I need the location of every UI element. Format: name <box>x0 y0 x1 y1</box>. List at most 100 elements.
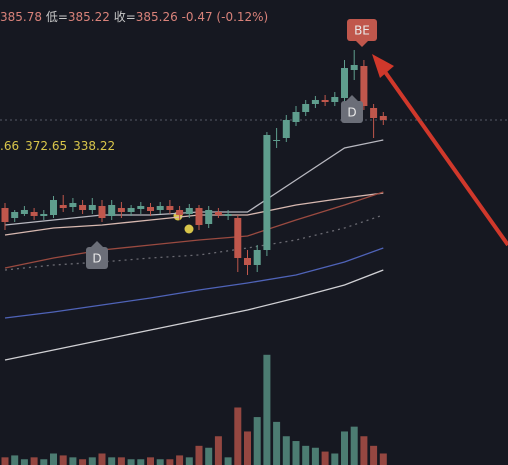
candle-body <box>30 212 38 216</box>
volume-bar <box>282 436 290 465</box>
candle-body <box>195 208 203 225</box>
volume-bar <box>350 426 358 465</box>
candle-body <box>117 208 125 212</box>
volume-bar <box>79 459 87 465</box>
volume-bar <box>379 453 387 465</box>
candle-body <box>137 206 145 209</box>
header-value: 338.22 <box>73 139 115 153</box>
candle-body <box>185 208 193 214</box>
candle-body <box>253 250 261 265</box>
candle-body <box>282 120 290 138</box>
candle-body <box>1 208 9 222</box>
candle-body <box>156 206 164 210</box>
indicator-values: .66 372.65 338.22 <box>0 139 115 153</box>
volume-bar <box>137 459 145 465</box>
header-value: 385.26 <box>136 10 178 24</box>
volume-bar <box>127 459 135 465</box>
candle-body <box>302 104 310 112</box>
candle-body <box>379 116 387 120</box>
candle-body <box>147 207 154 211</box>
volume-bar <box>253 417 261 465</box>
candle-body <box>69 203 77 207</box>
candle-body <box>205 210 213 224</box>
candle-body <box>11 212 19 218</box>
moving-average <box>4 269 384 361</box>
candle-body <box>108 205 116 216</box>
volume-bar <box>331 453 339 465</box>
header-value: .66 <box>0 139 19 153</box>
marker-label: D <box>92 252 101 266</box>
volume-bar <box>11 455 19 465</box>
volume-bar <box>224 457 232 465</box>
candle-body <box>341 68 348 98</box>
candle-body <box>273 140 281 141</box>
volume-bar <box>185 457 193 465</box>
volume-bar <box>98 453 106 465</box>
volume-bar <box>195 445 203 465</box>
volume-bar <box>176 455 184 465</box>
marker-label: D <box>347 106 356 120</box>
marker <box>86 247 108 269</box>
candle-body <box>20 210 28 214</box>
volume-bar <box>244 431 251 465</box>
moving-average <box>4 191 384 269</box>
marker <box>347 19 377 41</box>
candle-body <box>214 212 222 215</box>
candle-body <box>224 214 232 216</box>
marker <box>341 101 363 123</box>
candle-body <box>292 112 300 122</box>
volume-bar <box>40 459 48 465</box>
marker-pointer <box>356 41 368 47</box>
header-value: -0.47 (-0.12%) <box>178 10 269 24</box>
volume-bar <box>292 441 300 465</box>
volume-bar <box>263 354 271 465</box>
candle-body <box>98 206 106 218</box>
candle-body <box>88 205 96 210</box>
candle-body <box>244 258 251 265</box>
candle-body <box>79 205 87 210</box>
candle-body <box>59 205 67 208</box>
volume-bar <box>370 445 378 465</box>
volume-bar <box>30 457 38 465</box>
volume-bar <box>166 459 174 465</box>
arrow <box>376 60 508 247</box>
volume-bar <box>205 447 213 465</box>
candle-body <box>127 208 135 212</box>
volume-bar <box>69 457 77 465</box>
volume-bar <box>20 459 28 465</box>
moving-average <box>4 247 384 319</box>
volume-bar <box>302 445 310 465</box>
marker-pointer <box>346 95 358 101</box>
volume-bar <box>59 455 67 465</box>
volume-bar <box>311 447 319 465</box>
volume-bar <box>234 407 242 465</box>
candle-body <box>321 100 329 102</box>
header-value: 低= <box>42 10 68 24</box>
marker-label: BE <box>354 24 370 38</box>
candle-body <box>350 65 358 70</box>
volume-bar <box>50 453 57 465</box>
candle-body <box>234 218 242 258</box>
volume-bar <box>360 436 368 465</box>
arrow-head <box>372 54 394 78</box>
volume-bar <box>88 457 96 465</box>
candle-body <box>50 200 57 215</box>
volume-bar <box>273 421 281 465</box>
ohlc-header: 385.78 低=385.22 收=385.26 -0.47 (-0.12%) <box>0 10 268 24</box>
volume-bar <box>1 457 9 465</box>
volume-bar <box>108 457 116 465</box>
header-value: 372.65 <box>25 139 67 153</box>
candle-body <box>40 214 48 216</box>
candle-body <box>360 66 368 106</box>
header-value: 385.78 <box>0 10 42 24</box>
candle-body <box>331 97 339 102</box>
event-dot <box>184 224 194 234</box>
volume-bar <box>147 457 154 465</box>
volume-bar <box>156 459 164 465</box>
candle-body <box>311 100 319 104</box>
volume-bar <box>341 431 348 465</box>
candle-body <box>176 210 184 215</box>
candle-body <box>263 135 271 250</box>
